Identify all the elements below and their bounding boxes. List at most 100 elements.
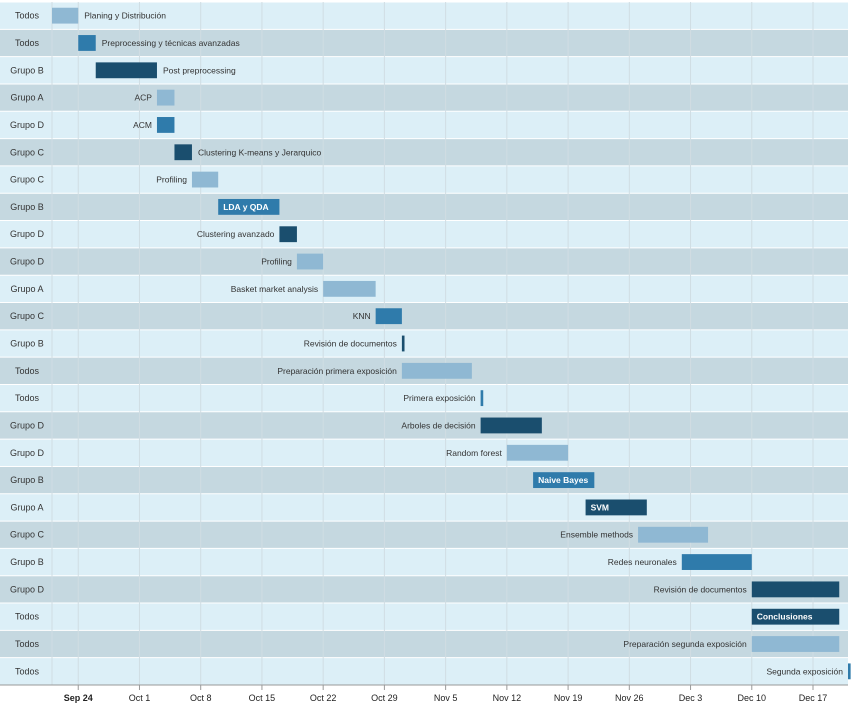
row-band <box>0 83 848 112</box>
task-label: Clustering avanzado <box>197 229 275 239</box>
task-label: Profiling <box>156 175 187 185</box>
row-group-label: Grupo B <box>10 475 44 485</box>
row-band <box>0 2 848 30</box>
x-tick-label: Sep 24 <box>64 693 93 703</box>
row-group-label: Grupo D <box>10 120 45 130</box>
row-group-label: Todos <box>15 666 40 676</box>
task-bar <box>95 62 157 79</box>
x-tick-label: Nov 19 <box>554 693 583 703</box>
task-bar <box>848 663 851 680</box>
row-group-label: Grupo B <box>10 557 44 567</box>
row-band <box>0 275 848 303</box>
row-bands <box>0 1 848 685</box>
task-label: ACP <box>134 93 152 103</box>
row-band <box>0 657 848 685</box>
row-band <box>0 138 848 166</box>
row-group-label: Todos <box>15 639 40 649</box>
row-group-label: Todos <box>15 612 40 622</box>
task-bar <box>751 581 840 598</box>
task-bar <box>751 608 840 625</box>
task-label: Post preprocessing <box>163 65 236 75</box>
x-tick-label: Oct 29 <box>371 693 398 703</box>
row-band <box>0 411 848 440</box>
row-group-label: Todos <box>15 38 40 48</box>
row-labels: Todos Todos Grupo B Grupo A Grupo D Grupo C Gr… <box>10 11 45 677</box>
row-band <box>0 29 848 57</box>
x-tick-label: Dec 10 <box>738 693 767 703</box>
x-tick-label: Nov 12 <box>493 693 522 703</box>
row-group-label: Grupo C <box>10 530 45 540</box>
task-bar <box>218 198 280 215</box>
task-bar <box>296 253 324 270</box>
task-bar <box>375 308 402 325</box>
task-label: Conclusiones <box>757 612 813 622</box>
row-band <box>0 521 848 549</box>
task-bar <box>681 554 752 570</box>
row-band <box>0 111 848 139</box>
row-group-label: Grupo D <box>10 420 45 430</box>
task-label: Profiling <box>261 257 292 267</box>
row-band <box>0 329 848 358</box>
x-tick-label: Dec 3 <box>679 693 703 703</box>
task-label: Ensemble methods <box>560 530 633 540</box>
task-bar <box>638 526 709 543</box>
task-label: Segunda exposición <box>766 666 843 676</box>
task-label: Planing y Distribución <box>84 11 166 21</box>
row-group-label: Grupo C <box>10 175 45 185</box>
task-label: Preparación primera exposición <box>277 366 397 376</box>
row-group-label: Grupo D <box>10 584 45 594</box>
task-bar <box>156 89 175 106</box>
task-bar <box>174 144 192 161</box>
row-band <box>0 603 848 631</box>
row-band <box>0 575 848 604</box>
task-label: Random forest <box>446 448 502 458</box>
row-group-label: Grupo B <box>10 202 44 212</box>
row-band <box>0 165 848 194</box>
task-bar <box>480 390 484 407</box>
task-bar <box>533 472 595 489</box>
task-bar <box>156 117 175 133</box>
task-bar <box>401 335 405 352</box>
task-bar <box>279 226 297 243</box>
task-label: KNN <box>353 311 371 321</box>
task-bar <box>191 171 219 188</box>
task-label: Preprocessing y técnicas avanzadas <box>102 38 240 48</box>
row-band <box>0 439 848 467</box>
task-label: LDA y QDA <box>223 202 269 212</box>
row-group-label: Grupo A <box>10 284 43 294</box>
task-bar <box>751 636 840 652</box>
row-group-label: Grupo B <box>10 339 44 349</box>
task-label: Revisión de documentos <box>654 584 747 594</box>
x-tick-label: Oct 15 <box>249 693 276 703</box>
row-band <box>0 466 848 494</box>
row-band <box>0 220 848 248</box>
task-bars: Planing y Distribución Preprocessing y té… <box>52 7 851 680</box>
task-bar <box>401 362 472 379</box>
row-band <box>0 193 848 221</box>
row-group-label: Grupo D <box>10 229 45 239</box>
row-group-label: Grupo A <box>10 93 43 103</box>
task-bar <box>506 444 569 461</box>
task-label: Clustering K-means y Jerarquico <box>198 147 322 157</box>
task-label: Arboles de decisión <box>401 420 475 430</box>
task-label: Primera exposición <box>403 393 476 403</box>
task-bar <box>78 35 96 51</box>
x-axis: Sep 24 Oct 1 Oct 8 Oct 15 Oct 22 Oct 29 Nov 5 N… <box>0 684 848 703</box>
task-bar <box>52 7 79 24</box>
task-label: Revisión de documentos <box>304 339 397 349</box>
row-group-label: Todos <box>15 366 40 376</box>
row-band <box>0 630 848 658</box>
row-group-label: Grupo D <box>10 257 45 267</box>
task-label: SVM <box>591 502 609 512</box>
row-band <box>0 302 848 330</box>
task-label: Preparación segunda exposición <box>623 639 747 649</box>
row-band <box>0 384 848 412</box>
row-group-label: Todos <box>15 393 40 403</box>
task-label: Redes neuronales <box>608 557 677 567</box>
task-label: ACM <box>133 120 152 130</box>
row-group-label: Grupo C <box>10 147 45 157</box>
x-tick-label: Oct 8 <box>190 693 212 703</box>
task-label: Basket market analysis <box>231 284 318 294</box>
grid-lines <box>51 2 814 685</box>
